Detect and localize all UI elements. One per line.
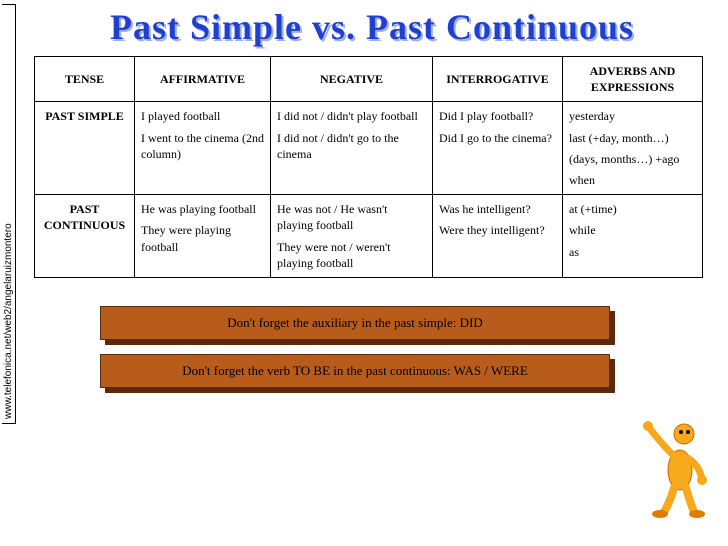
cell-text: at (+time) (569, 201, 696, 217)
affirmative-cell: I played football I went to the cinema (… (135, 102, 271, 195)
cell-text: I went to the cinema (2nd column) (141, 130, 264, 162)
page-title: Past Simple vs. Past Continuous (22, 0, 722, 56)
cell-text: They were not / weren't playing football (277, 239, 426, 271)
interrogative-cell: Was he intelligent? Were they intelligen… (433, 195, 563, 278)
cell-text: Was he intelligent? (439, 201, 556, 217)
cell-text: as (569, 244, 696, 260)
table-header-row: TENSE AFFIRMATIVE NEGATIVE INTERROGATIVE… (35, 57, 703, 102)
negative-cell: I did not / didn't play football I did n… (271, 102, 433, 195)
callout-box: Don't forget the verb TO BE in the past … (100, 354, 610, 388)
cell-text: I did not / didn't go to the cinema (277, 130, 426, 162)
interrogative-cell: Did I play football? Did I go to the cin… (433, 102, 563, 195)
callout-box: Don't forget the auxiliary in the past s… (100, 306, 610, 340)
cell-text: I played football (141, 108, 264, 124)
cell-text: yesterday (569, 108, 696, 124)
cell-text: while (569, 222, 696, 238)
cell-text: Did I go to the cinema? (439, 130, 556, 146)
cell-text: Were they intelligent? (439, 222, 556, 238)
mascot-figure-icon (640, 418, 710, 518)
col-affirmative: AFFIRMATIVE (135, 57, 271, 102)
affirmative-cell: He was playing football They were playin… (135, 195, 271, 278)
col-negative: NEGATIVE (271, 57, 433, 102)
negative-cell: He was not / He wasn't playing football … (271, 195, 433, 278)
source-url: www.telefonica.net/web2/angelaruizmonter… (2, 4, 16, 424)
cell-text: He was not / He wasn't playing football (277, 201, 426, 233)
cell-text: when (569, 172, 696, 188)
tense-cell: PAST SIMPLE (35, 102, 135, 195)
grammar-table: TENSE AFFIRMATIVE NEGATIVE INTERROGATIVE… (34, 56, 703, 278)
adverbs-cell: at (+time) while as (563, 195, 703, 278)
callout-text: Don't forget the verb TO BE in the past … (100, 354, 610, 388)
cell-text: Did I play football? (439, 108, 556, 124)
cell-text: He was playing football (141, 201, 264, 217)
col-adverbs: ADVERBS AND EXPRESSIONS (563, 57, 703, 102)
cell-text: last (+day, month…) (569, 130, 696, 146)
adverbs-cell: yesterday last (+day, month…) (days, mon… (563, 102, 703, 195)
cell-text: (days, months…) +ago (569, 151, 696, 167)
tense-cell: PAST CONTINUOUS (35, 195, 135, 278)
table-row: PAST CONTINUOUS He was playing football … (35, 195, 703, 278)
table-row: PAST SIMPLE I played football I went to … (35, 102, 703, 195)
cell-text: I did not / didn't play football (277, 108, 426, 124)
col-interrogative: INTERROGATIVE (433, 57, 563, 102)
callout-text: Don't forget the auxiliary in the past s… (100, 306, 610, 340)
slide-content: Past Simple vs. Past Continuous TENSE AF… (22, 0, 722, 388)
cell-text: They were playing football (141, 222, 264, 254)
col-tense: TENSE (35, 57, 135, 102)
